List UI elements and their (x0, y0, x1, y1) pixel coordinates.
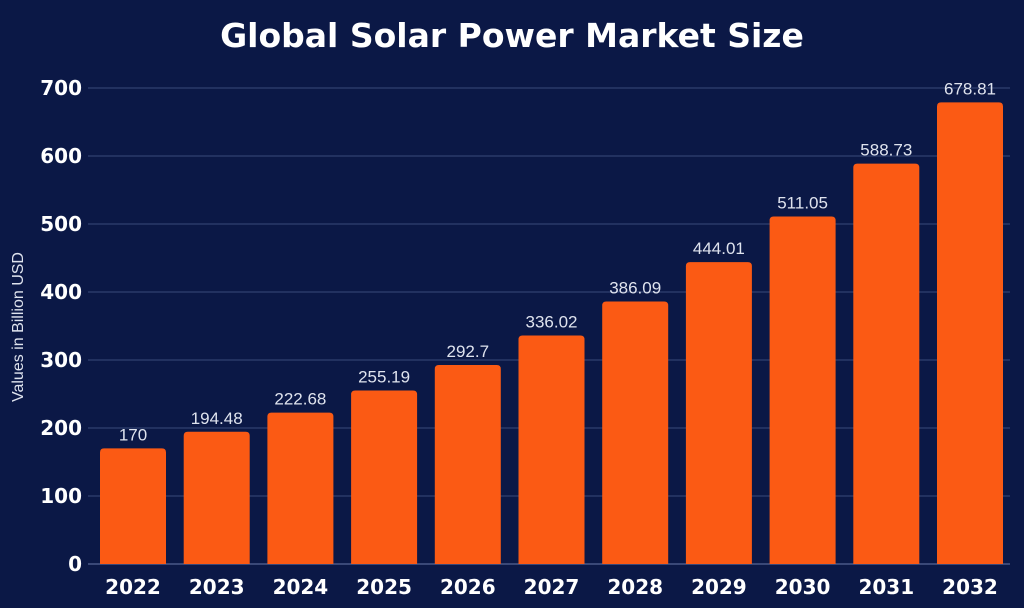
y-tick-label: 300 (40, 348, 82, 372)
chart-title: Global Solar Power Market Size (220, 16, 804, 55)
x-tick-label: 2029 (691, 575, 747, 599)
bar-2029 (685, 262, 752, 564)
bar-2027 (518, 335, 585, 564)
bar-2032 (937, 102, 1003, 564)
y-tick-label: 700 (40, 76, 82, 100)
data-label: 255.19 (358, 367, 410, 386)
data-label: 386.09 (609, 278, 661, 297)
x-tick-label: 2026 (440, 575, 496, 599)
data-label: 588.73 (860, 141, 912, 160)
data-label: 170 (119, 425, 147, 444)
x-tick-label: 2028 (607, 575, 663, 599)
data-label: 511.05 (777, 193, 828, 212)
data-label: 194.48 (191, 409, 243, 428)
x-tick-label: 2027 (524, 575, 580, 599)
data-label: 444.01 (693, 239, 745, 258)
bar-2025 (351, 390, 418, 564)
x-tick-label: 2022 (105, 575, 161, 599)
data-label: 222.68 (274, 390, 326, 409)
x-tick-label: 2023 (189, 575, 245, 599)
bar-2023 (183, 431, 250, 564)
x-tick-label: 2030 (775, 575, 831, 599)
y-tick-label: 200 (40, 416, 82, 440)
y-tick-label: 500 (40, 212, 82, 236)
data-label: 292.7 (447, 342, 490, 361)
y-axis-label: Values in Billion USD (10, 252, 27, 402)
bar-2022 (100, 448, 166, 564)
y-tick-label: 0 (68, 552, 82, 576)
y-tick-label: 100 (40, 484, 82, 508)
bar-2026 (434, 364, 501, 564)
bar-2030 (769, 216, 836, 564)
x-tick-label: 2025 (356, 575, 412, 599)
y-tick-label: 600 (40, 144, 82, 168)
bar-2031 (853, 163, 920, 564)
y-tick-label: 400 (40, 280, 82, 304)
bar-2024 (267, 412, 334, 564)
data-label: 678.81 (944, 79, 996, 98)
x-tick-label: 2032 (942, 575, 998, 599)
x-tick-label: 2024 (273, 575, 329, 599)
data-label: 336.02 (526, 313, 578, 332)
bar-2028 (602, 301, 669, 564)
x-tick-label: 2031 (858, 575, 914, 599)
